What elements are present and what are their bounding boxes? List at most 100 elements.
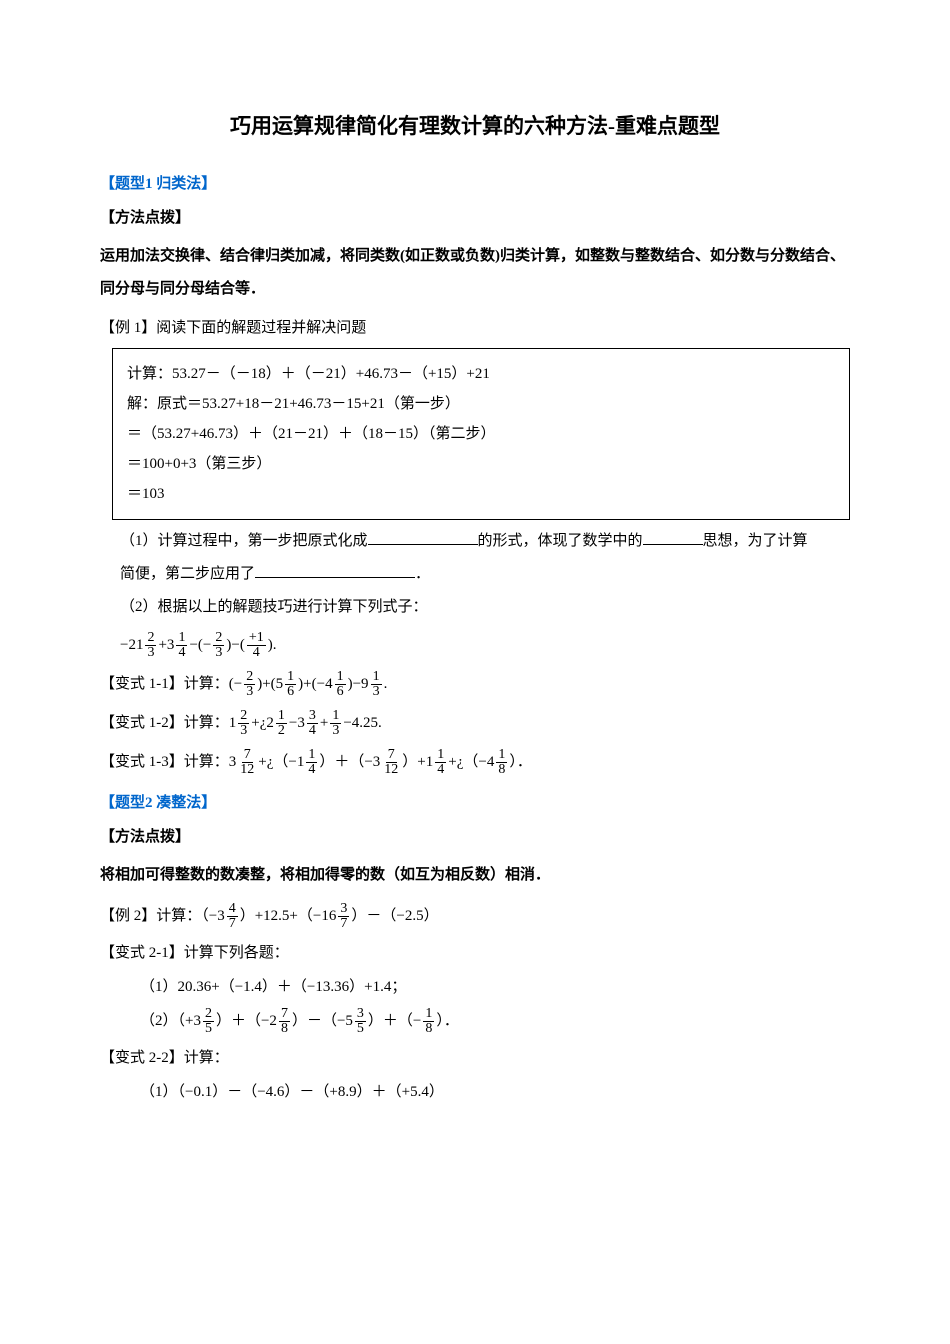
formula-ex1: −21 23 +3 14 −(− 23 )−( +14 ). (120, 631, 850, 660)
math-text: )+(−4 (298, 672, 332, 696)
denominator: 6 (285, 685, 296, 699)
q1-text: 的形式，体现了数学中的 (478, 533, 643, 549)
math-text: 1 (229, 711, 237, 735)
numerator: 1 (176, 631, 187, 646)
math-text: ）． (436, 1009, 459, 1033)
math-text: +3 (158, 633, 174, 657)
math-text: )−( (226, 633, 244, 657)
fraction: 35 (355, 1007, 366, 1036)
question-1: （1）计算过程中，第一步把原式化成的形式，体现了数学中的思想，为了计算 (120, 528, 850, 555)
fraction: +14 (247, 631, 266, 660)
calc-box: 计算：53.27－（－18）＋（－21）+46.73－（+15）+21 解：原式… (112, 348, 850, 520)
q1-text: ． (415, 566, 430, 582)
fraction: 13 (330, 709, 341, 738)
variant-1-2: 【变式 1-2】计算： 1 23 +¿2 12 −3 34 + 13 −4.25… (100, 709, 850, 738)
variant-label: 【变式 1-3】计算： (100, 750, 229, 774)
numerator: 1 (335, 670, 346, 685)
math-text: −4.25. (343, 711, 381, 735)
math-text: −3 (289, 711, 305, 735)
denominator: 6 (335, 685, 346, 699)
numerator: +1 (247, 631, 266, 646)
math-text: ）． (509, 750, 532, 774)
numerator: 1 (285, 670, 296, 685)
denominator: 4 (307, 724, 318, 738)
method-hint-label-1: 【方法点拨】 (100, 206, 850, 230)
numerator: 1 (330, 709, 341, 724)
q1-text: 思想，为了计算 (703, 533, 808, 549)
denominator: 3 (330, 724, 341, 738)
math-text: ）+1 (402, 750, 433, 774)
variant-2-1-a: （1）20.36+（−1.4）＋（−13.36）+1.4； (140, 975, 850, 999)
denominator: 12 (238, 763, 256, 777)
variant-2-2-label: 【变式 2-2】计算： (100, 1046, 850, 1070)
denominator: 12 (382, 763, 400, 777)
variant-2-1-label: 【变式 2-1】计算下列各题： (100, 941, 850, 965)
numerator: 2 (203, 1007, 214, 1022)
fraction: 16 (335, 670, 346, 699)
math-text: )−9 (348, 672, 369, 696)
numerator: 2 (238, 709, 249, 724)
math-text: −(− (189, 633, 211, 657)
example-2: 【例 2】计算：（−3 47 ）+12.5+（−16 37 ）－（−2.5） (100, 902, 850, 931)
math-text: +¿（−4 (448, 750, 494, 774)
denominator: 4 (176, 646, 187, 660)
fill-blank (255, 563, 415, 578)
math-text: )+(5 (257, 672, 283, 696)
fraction: 14 (306, 748, 317, 777)
numerator: 1 (306, 748, 317, 763)
numerator: 2 (145, 631, 156, 646)
numerator: 1 (496, 748, 507, 763)
math-text: 3 (229, 750, 237, 774)
section1-label: 【题型1 归类法】 (100, 172, 850, 196)
variant-label: 【变式 1-1】计算： (100, 672, 229, 696)
method-hint-1: 运用加法交换律、结合律归类加减，将同类数(如正数或负数)归类计算，如整数与整数结… (100, 240, 850, 306)
numerator: 7 (279, 1007, 290, 1022)
numerator: 3 (338, 902, 349, 917)
fraction: 23 (213, 631, 224, 660)
numerator: 7 (386, 748, 397, 763)
numerator: 1 (435, 748, 446, 763)
denominator: 3 (213, 646, 224, 660)
math-text: −21 (120, 633, 143, 657)
question-1-cont: 简便，第二步应用了． (120, 561, 850, 588)
box-line: 计算：53.27－（－18）＋（－21）+46.73－（+15）+21 (127, 359, 835, 389)
example-label: 【例 2】计算：（−3 (100, 904, 225, 928)
fraction: 78 (279, 1007, 290, 1036)
math-text: ）＋（−3 (319, 750, 380, 774)
fraction: 18 (423, 1007, 434, 1036)
denominator: 5 (203, 1022, 214, 1036)
denominator: 3 (145, 646, 156, 660)
numerator: 7 (242, 748, 253, 763)
variant-2-2-a: （1）（−0.1）－（−4.6）－（+8.9）＋（+5.4） (140, 1080, 850, 1104)
example1-intro: 【例 1】阅读下面的解题过程并解决问题 (100, 316, 850, 340)
box-line: ＝103 (127, 479, 835, 509)
math-text: ）+12.5+（−16 (240, 904, 337, 928)
fraction: 14 (176, 631, 187, 660)
question-2: （2）根据以上的解题技巧进行计算下列式子： (120, 594, 850, 621)
numerator: 1 (276, 709, 287, 724)
denominator: 8 (423, 1022, 434, 1036)
fraction: 18 (496, 748, 507, 777)
fill-blank (643, 530, 703, 545)
box-line: ＝100+0+3（第三步） (127, 449, 835, 479)
fraction: 14 (435, 748, 446, 777)
math-text: + (320, 711, 328, 735)
denominator: 4 (435, 763, 446, 777)
fraction: 34 (307, 709, 318, 738)
denominator: 4 (306, 763, 317, 777)
numerator: 4 (227, 902, 238, 917)
numerator: 2 (213, 631, 224, 646)
math-text: ）＋（− (368, 1009, 421, 1033)
math-text: ）＋（−2 (216, 1009, 277, 1033)
math-text: . (384, 672, 388, 696)
fraction: 25 (203, 1007, 214, 1036)
numerator: 3 (355, 1007, 366, 1022)
math-text: ）－（−5 (292, 1009, 353, 1033)
numerator: 1 (423, 1007, 434, 1022)
denominator: 2 (276, 724, 287, 738)
section2-label: 【题型2 凑整法】 (100, 791, 850, 815)
denominator: 5 (355, 1022, 366, 1036)
method-hint-2: 将相加可得整数的数凑整，将相加得零的数（如互为相反数）相消． (100, 859, 850, 892)
variant-1-1: 【变式 1-1】计算： (− 23 )+(5 16 )+(−4 16 )−9 1… (100, 670, 850, 699)
math-text: （2）（+3 (140, 1009, 201, 1033)
